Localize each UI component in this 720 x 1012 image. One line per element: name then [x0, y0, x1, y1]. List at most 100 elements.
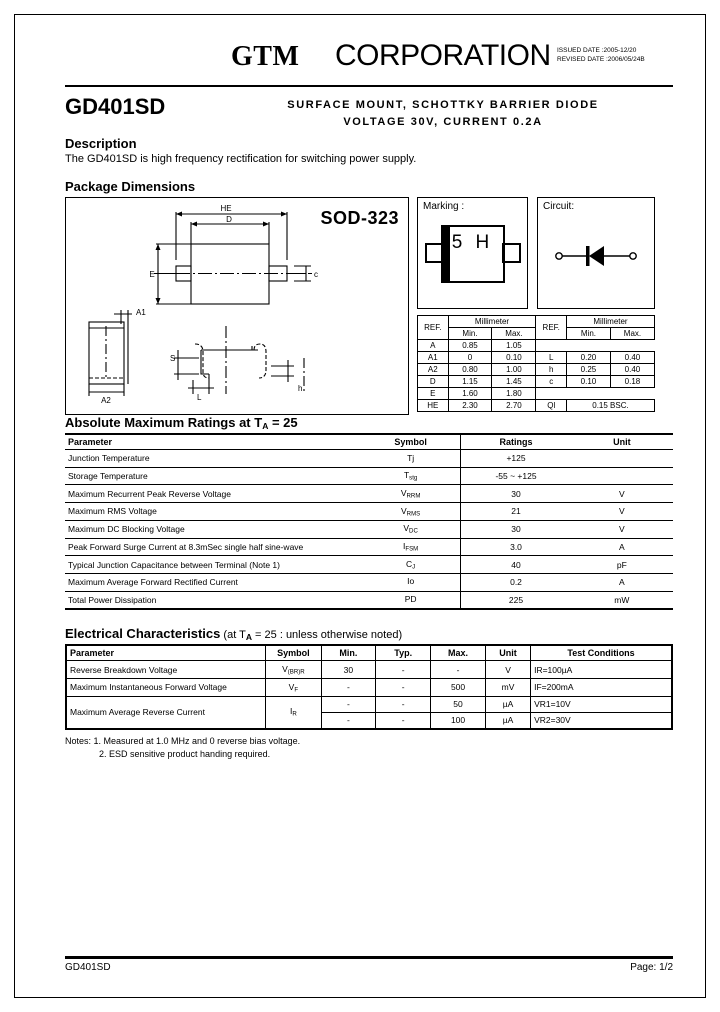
col-max: Max. [430, 645, 486, 662]
dimtbl-ref-header-right: REF. [535, 315, 567, 340]
circuit-box: Circuit: [537, 197, 655, 309]
dim-label-l: L [197, 393, 202, 402]
dimtbl-min-header-left: Min. [447, 327, 493, 340]
product-subtitle-line1: SURFACE MOUNT, SCHOTTKY BARRIER DIODE [287, 99, 599, 111]
dim-span-right: 0.15 BSC. [565, 399, 656, 412]
table-row: - - 100 µA VR2=30V [66, 711, 673, 730]
electrical-characteristics-heading: Electrical Characteristics (at TA = 25 :… [65, 626, 673, 642]
package-name-label: SOD-323 [320, 208, 399, 228]
dim-ref: D [417, 375, 449, 388]
amr-unit: A [570, 573, 673, 592]
electrical-characteristics-table: Parameter Symbol Min. Typ. Max. Unit Tes… [65, 644, 673, 730]
page-title: GD401SD [65, 94, 166, 119]
dim-ref: E [417, 387, 449, 400]
col-unit: Unit [570, 433, 673, 450]
dim-ref: A1 [417, 351, 449, 364]
product-subtitle: SURFACE MOUNT, SCHOTTKY BARRIER DIODE VO… [233, 97, 653, 131]
dim-max: 0.10 [491, 351, 537, 364]
amr-symbol: Tj [360, 449, 461, 468]
dimtbl-min-header-right: Min. [565, 327, 611, 340]
table-row: Maximum RMS Voltage VRMS 21 V [65, 502, 673, 521]
amr-rating: +125 [460, 449, 571, 468]
dim-label-e: E [149, 270, 154, 279]
ec-typ: - [375, 711, 432, 730]
document-header: GTM CORPORATION ISSUED DATE :2005-12/20 … [65, 37, 673, 83]
dim-min-right: 0.25 [565, 363, 611, 376]
abs-max-heading-tail: = 25 [268, 415, 298, 430]
footer-part-number: GD401SD [65, 962, 111, 973]
amr-symbol: VDC [360, 520, 461, 539]
ec-min: - [320, 678, 377, 697]
ec-conditions: VR2=30V [530, 711, 673, 730]
amr-unit: A [570, 538, 673, 557]
ec-unit: µA [484, 695, 532, 713]
amr-parameter: Maximum RMS Voltage [65, 502, 361, 521]
amr-unit: mW [570, 591, 673, 611]
amr-symbol: CJ [360, 555, 461, 574]
header-divider [65, 85, 673, 87]
company-logo-text: GTM [231, 41, 300, 72]
amr-unit: V [570, 484, 673, 504]
description-text: The GD401SD is high frequency rectificat… [65, 153, 417, 165]
amr-unit: V [570, 502, 673, 521]
ec-parameter: Maximum Instantaneous Forward Voltage [65, 678, 267, 697]
dim-max: 2.70 [491, 399, 537, 412]
dim-label-a1: A1 [136, 308, 146, 317]
table-header-row: Parameter Symbol Ratings Unit [65, 433, 673, 450]
dimtbl-unit-header-left: Millimeter [447, 315, 537, 328]
table-row: Maximum Instantaneous Forward Voltage VF… [65, 678, 673, 697]
dimtbl-header-row2: Min. Max. Min. Max. [418, 327, 656, 340]
dim-max-right: 0.18 [609, 375, 656, 388]
table-row: HE 2.30 2.70 Ql 0.15 BSC. [417, 399, 656, 412]
amr-rating: 30 [460, 484, 571, 504]
package-outline-drawing: HE D E c A1 A2 S L h [88, 204, 318, 405]
dim-min: 1.60 [447, 387, 493, 400]
ec-conditions: IF=200mA [530, 678, 673, 697]
dim-min-right [566, 388, 610, 400]
amr-rating: 3.0 [460, 538, 571, 557]
abs-max-heading-sub: A [262, 421, 269, 431]
amr-parameter: Peak Forward Surge Current at 8.3mSec si… [65, 538, 361, 557]
amr-rating: 21 [460, 502, 571, 521]
diode-symbol-icon [555, 246, 637, 266]
table-row: D 1.15 1.45 c 0.10 0.18 [417, 375, 656, 388]
ec-conditions: VR1=10V [530, 695, 673, 713]
page-content: GTM CORPORATION ISSUED DATE :2005-12/20 … [65, 37, 673, 761]
package-dimensions-area: SOD-323 [65, 197, 673, 415]
ec-typ: - [375, 678, 432, 697]
issued-date: ISSUED DATE :2005-12/20 [557, 47, 637, 54]
col-min: Min. [320, 645, 377, 662]
col-parameter: Parameter [65, 433, 361, 450]
amr-parameter: Maximum DC Blocking Voltage [65, 520, 361, 539]
dim-ref-right [536, 388, 567, 400]
dim-label-s: S [170, 354, 175, 363]
ec-min: 30 [320, 660, 377, 680]
amr-rating: 30 [460, 520, 571, 539]
amr-rating: 0.2 [460, 573, 571, 592]
table-row: Maximum DC Blocking Voltage VDC 30 V [65, 520, 673, 539]
dimtbl-header-row1: REF. Millimeter REF. Millimeter [417, 315, 656, 340]
footer-divider [65, 956, 673, 959]
dim-ref-right: L [535, 351, 567, 364]
ec-parameter: Maximum Average Reverse Current [65, 695, 267, 730]
col-symbol: Symbol [265, 645, 322, 662]
note-1: Notes: 1. Measured at 1.0 MHz and 0 reve… [65, 735, 301, 746]
ec-unit: V [484, 660, 532, 680]
dim-max: 1.00 [491, 363, 537, 376]
dim-max: 1.05 [491, 339, 537, 352]
dim-ref-right: Ql [535, 399, 567, 412]
description-heading: Description [65, 136, 137, 151]
abs-max-heading: Absolute Maximum Ratings at TA = 25 [65, 415, 673, 431]
marking-code: 5 H [451, 232, 494, 253]
revised-date: REVISED DATE :2006/05/24B [557, 55, 645, 63]
ec-max: 50 [430, 695, 486, 713]
amr-parameter: Storage Temperature [65, 467, 361, 486]
dim-max: 1.80 [491, 387, 537, 400]
amr-symbol: IFSM [360, 538, 461, 557]
ec-max: - [430, 660, 486, 680]
dim-ref-right [536, 340, 567, 352]
ec-symbol: VF [265, 678, 322, 697]
amr-symbol: VRMS [360, 502, 461, 521]
dim-ref: HE [417, 399, 449, 412]
